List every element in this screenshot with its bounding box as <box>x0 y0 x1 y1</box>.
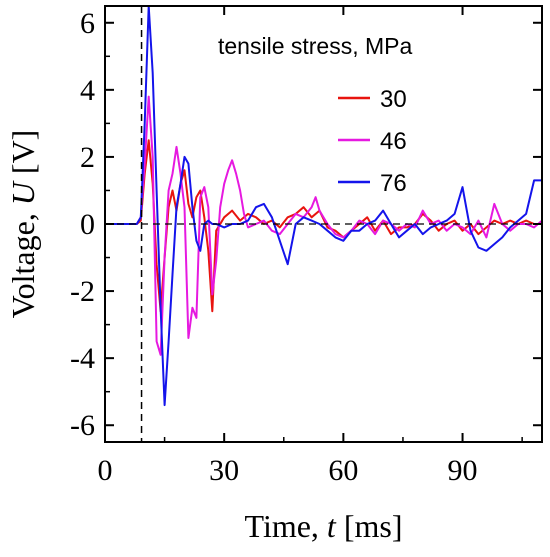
labels-layer: 0 30 60 90 6 4 2 0 -2 -4 -6 <box>70 7 478 487</box>
legend-title: tensile stress, MPa <box>218 33 412 59</box>
x-tick-label: 60 <box>328 454 358 487</box>
legend-label-46: 46 <box>380 128 407 155</box>
ticks-layer <box>104 6 542 442</box>
series-line-76 <box>105 5 542 407</box>
y-tick-label: 6 <box>80 7 95 40</box>
overlay-layer <box>105 6 542 442</box>
y-tick-label: -4 <box>70 342 95 375</box>
y-axis-title-prefix: Voltage, <box>5 205 41 318</box>
series-layer <box>105 5 543 407</box>
y-tick-label: -6 <box>70 409 95 442</box>
y-tick-label: -2 <box>70 275 95 308</box>
x-tick-label: 90 <box>448 454 478 487</box>
x-axis-unit: [ms] <box>336 508 403 544</box>
y-tick-label: 2 <box>80 141 95 174</box>
y-axis-symbol: U <box>5 180 41 205</box>
legend-label-30: 30 <box>380 86 407 113</box>
y-axis-title: Voltage, U [V] <box>5 130 41 319</box>
y-tick-label: 4 <box>80 74 95 107</box>
x-tick-label: 0 <box>98 454 113 487</box>
y-tick-label: 0 <box>80 208 95 241</box>
y-axis-unit: [V] <box>5 130 41 182</box>
legend-label-76: 76 <box>380 170 407 197</box>
legend: tensile stress, MPa 30 46 76 <box>218 33 412 197</box>
x-tick-label: 30 <box>209 454 239 487</box>
series-line-46 <box>105 95 543 356</box>
x-axis-symbol: t <box>327 508 337 544</box>
x-axis-title-prefix: Time, <box>245 508 327 544</box>
x-axis-title: Time, t [ms] <box>245 508 403 544</box>
